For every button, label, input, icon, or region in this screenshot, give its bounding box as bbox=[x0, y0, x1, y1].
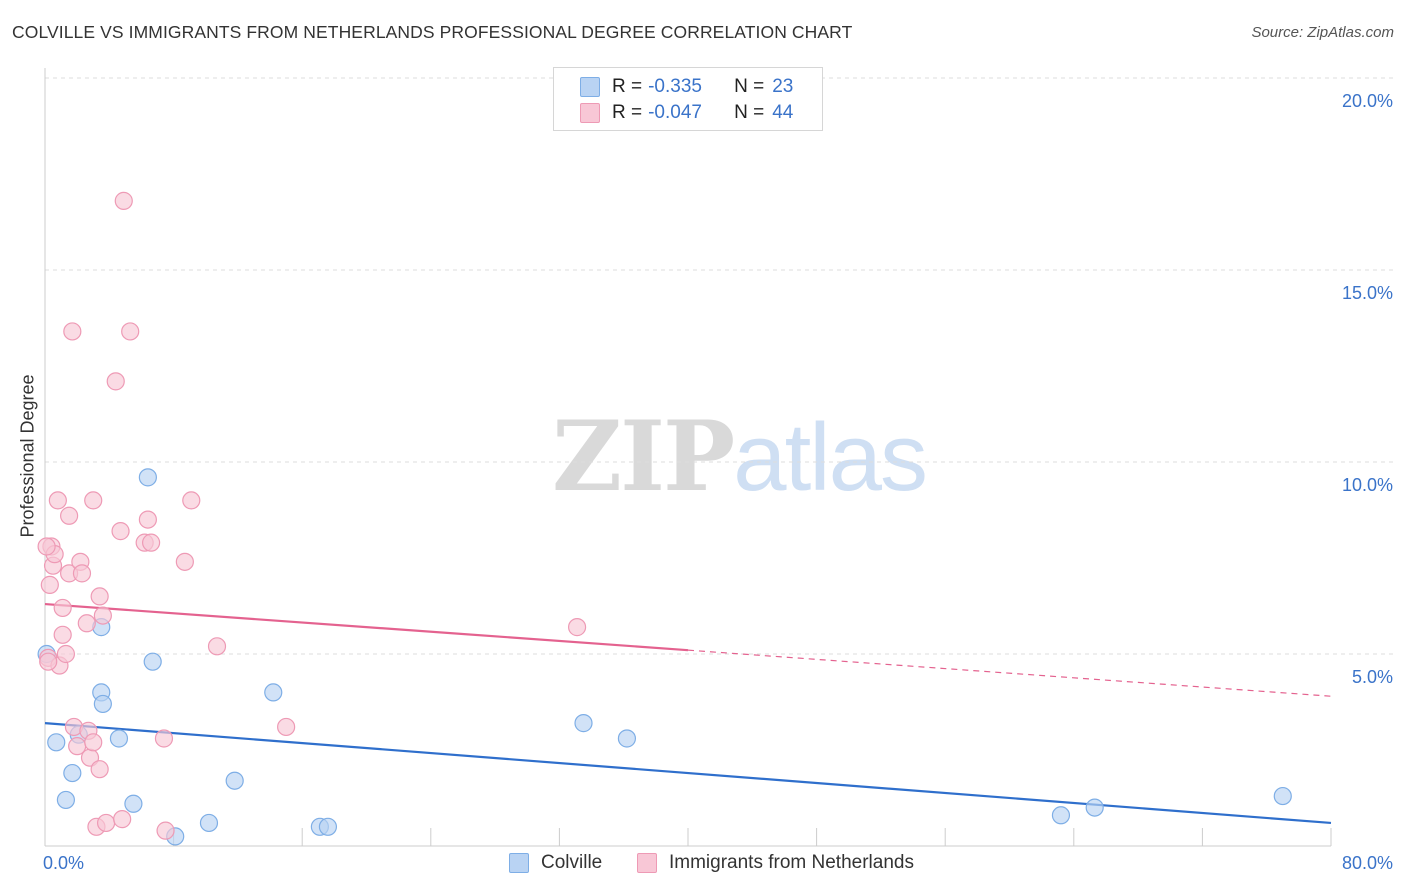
netherlands-point bbox=[90, 760, 109, 779]
correlation-legend: R = -0.335 N = 23 R = -0.047 N = 44 bbox=[553, 67, 823, 131]
colville-point bbox=[63, 763, 82, 783]
colville-swatch bbox=[509, 853, 529, 873]
colville-point bbox=[617, 729, 637, 748]
netherlands-trend-line-extension bbox=[687, 649, 1332, 697]
x-tick-label-max: 80.0% bbox=[1342, 853, 1393, 873]
netherlands-point bbox=[63, 322, 82, 341]
netherlands-point bbox=[106, 372, 125, 391]
legend-item-colville[interactable]: Colville bbox=[509, 852, 602, 874]
netherlands-point bbox=[84, 733, 103, 752]
watermark-zip: ZIP bbox=[552, 400, 735, 513]
x-tick-label-min: 0.0% bbox=[43, 853, 84, 873]
netherlands-swatch bbox=[580, 103, 600, 123]
netherlands-point bbox=[48, 491, 67, 510]
legend-item-netherlands[interactable]: Immigrants from Netherlands bbox=[637, 852, 914, 874]
colville-point bbox=[138, 468, 157, 487]
legend-label: Colville bbox=[541, 852, 603, 873]
y-tick-label: 20.0% bbox=[1342, 91, 1393, 111]
label-layer: 5.0% 10.0% 15.0% 20.0% 0.0% 80.0% bbox=[43, 91, 1393, 873]
netherlands-point bbox=[60, 506, 79, 525]
legend-row-netherlands: R = -0.047 N = 44 bbox=[580, 101, 793, 125]
netherlands-point bbox=[39, 652, 58, 671]
colville-point bbox=[56, 790, 75, 810]
netherlands-point bbox=[90, 587, 109, 606]
colville-point bbox=[124, 794, 143, 813]
chart-title: COLVILLE VS IMMIGRANTS FROM NETHERLANDS … bbox=[12, 22, 853, 42]
legend-label: Immigrants from Netherlands bbox=[669, 852, 914, 873]
series-legend: Colville Immigrants from Netherlands bbox=[0, 852, 1406, 878]
netherlands-point bbox=[53, 625, 72, 644]
netherlands-point bbox=[277, 717, 296, 737]
n-value: 23 bbox=[772, 76, 794, 97]
netherlands-point bbox=[138, 510, 157, 529]
r-label: R = bbox=[612, 76, 643, 97]
n-label: N = bbox=[734, 102, 765, 123]
watermark-atlas: atlas bbox=[733, 404, 928, 511]
colville-point bbox=[143, 652, 162, 671]
colville-point bbox=[1085, 798, 1104, 817]
n-value: 44 bbox=[772, 102, 794, 123]
watermark: ZIPatlas bbox=[552, 400, 928, 513]
colville-point bbox=[318, 817, 338, 836]
netherlands-point bbox=[141, 533, 161, 552]
netherlands-point bbox=[56, 644, 75, 664]
grid-layer bbox=[45, 77, 1395, 655]
netherlands-point bbox=[72, 564, 92, 583]
r-label: R = bbox=[612, 102, 643, 123]
netherlands-swatch bbox=[637, 853, 657, 873]
colville-point bbox=[47, 733, 66, 752]
colville-swatch bbox=[580, 77, 600, 97]
y-tick-label: 15.0% bbox=[1342, 283, 1393, 303]
n-label: N = bbox=[734, 76, 765, 97]
netherlands-point bbox=[40, 575, 59, 594]
colville-point bbox=[225, 771, 244, 790]
source-credit: Source: ZipAtlas.com bbox=[1251, 24, 1394, 41]
colville-point bbox=[574, 714, 593, 733]
netherlands-point bbox=[154, 729, 174, 748]
y-axis-label: Professional Degree bbox=[17, 374, 38, 538]
axis-layer bbox=[44, 68, 1332, 847]
netherlands-trend-line bbox=[44, 602, 689, 652]
colville-point bbox=[93, 694, 112, 714]
colville-trend-line bbox=[44, 722, 1332, 825]
netherlands-point bbox=[182, 491, 201, 510]
netherlands-point bbox=[93, 606, 112, 625]
netherlands-point bbox=[96, 813, 116, 833]
netherlands-point bbox=[121, 322, 140, 341]
netherlands-point bbox=[37, 537, 56, 556]
colville-point bbox=[199, 813, 219, 833]
legend-row-colville: R = -0.335 N = 23 bbox=[580, 75, 793, 99]
netherlands-point bbox=[111, 522, 130, 541]
y-tick-label: 10.0% bbox=[1342, 475, 1393, 495]
point-layer bbox=[37, 191, 1292, 846]
r-value: -0.335 bbox=[648, 76, 702, 97]
y-tick-label: 5.0% bbox=[1352, 667, 1393, 687]
netherlands-point bbox=[207, 637, 227, 656]
colville-point bbox=[109, 729, 129, 748]
r-value: -0.047 bbox=[648, 102, 702, 123]
netherlands-point bbox=[77, 614, 96, 633]
netherlands-point bbox=[156, 821, 175, 840]
netherlands-point bbox=[84, 491, 103, 510]
netherlands-point bbox=[53, 598, 72, 618]
colville-point bbox=[1051, 806, 1071, 825]
netherlands-point bbox=[175, 552, 194, 571]
trend-layer bbox=[44, 602, 1332, 825]
colville-point bbox=[1273, 786, 1292, 806]
colville-point bbox=[264, 683, 283, 702]
netherlands-point bbox=[567, 618, 587, 637]
netherlands-point bbox=[114, 191, 133, 210]
netherlands-point bbox=[113, 810, 132, 829]
